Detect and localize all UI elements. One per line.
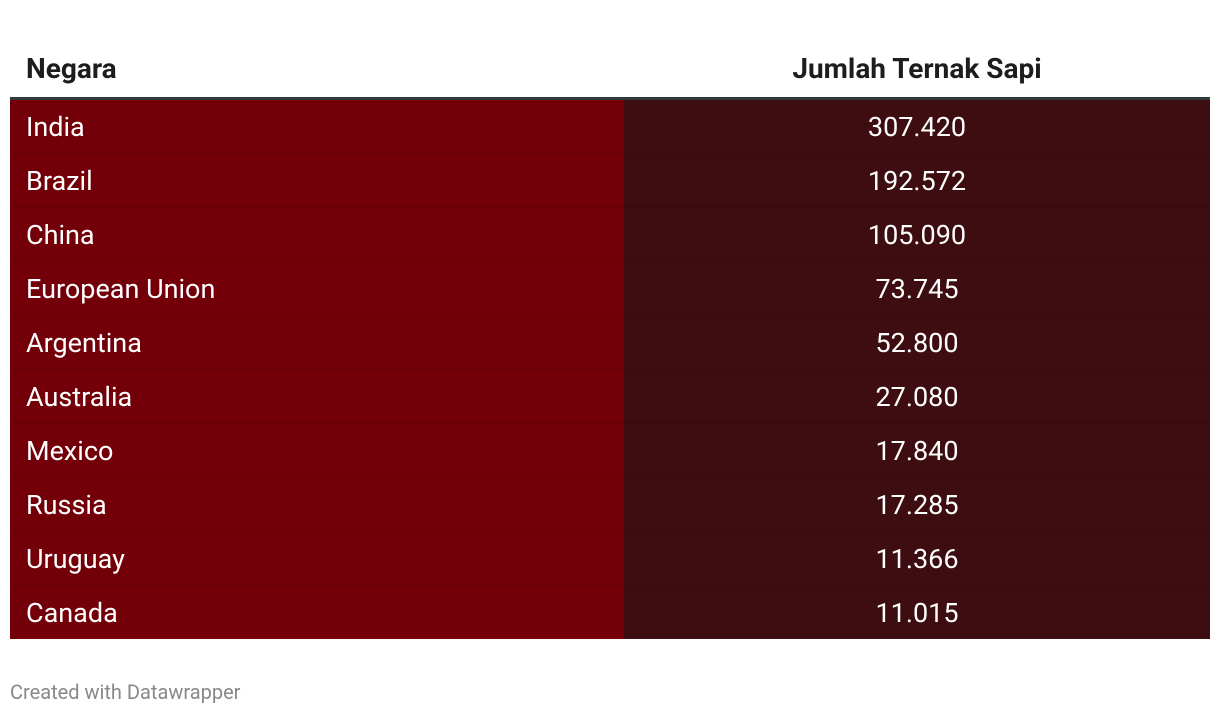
value-cell: 52.800 xyxy=(624,315,1210,370)
table-row: Brazil 192.572 xyxy=(10,153,1210,208)
country-cell: Canada xyxy=(10,585,624,639)
value-cell: 192.572 xyxy=(624,153,1210,208)
header-cell: Jumlah Ternak Sapi xyxy=(624,40,1210,100)
table-row: European Union 73.745 xyxy=(10,261,1210,316)
value-cell: 27.080 xyxy=(624,369,1210,424)
table-row: Argentina 52.800 xyxy=(10,315,1210,370)
table-row: Australia 27.080 xyxy=(10,369,1210,424)
value-cell: 11.015 xyxy=(624,585,1210,639)
country-cell: China xyxy=(10,207,624,262)
table-body: India 307.420 Brazil 192.572 China 105.090 Eur… xyxy=(10,98,1210,639)
table-row: Uruguay 11.366 xyxy=(10,531,1210,586)
country-cell: Uruguay xyxy=(10,531,624,586)
country-cell: European Union xyxy=(10,261,624,316)
table-row: Mexico 17.840 xyxy=(10,423,1210,478)
table-wrap: Negara Jumlah Ternak Sapi India 307.420 Br… xyxy=(10,40,1210,639)
table-row: China 105.090 xyxy=(10,207,1210,262)
value-cell: 17.285 xyxy=(624,477,1210,532)
value-cell: 105.090 xyxy=(624,207,1210,262)
table-row: India 307.420 xyxy=(10,98,1210,154)
value-cell: 73.745 xyxy=(624,261,1210,316)
country-cell: Mexico xyxy=(10,423,624,478)
value-cell: 11.366 xyxy=(624,531,1210,586)
value-cell: 307.420 xyxy=(624,98,1210,154)
table-row: Russia 17.285 xyxy=(10,477,1210,532)
value-cell: 17.840 xyxy=(624,423,1210,478)
country-cell: India xyxy=(10,98,624,154)
footer: Created with Datawrapper xyxy=(10,680,241,704)
country-cell: Australia xyxy=(10,369,624,424)
data-table: Negara Jumlah Ternak Sapi India 307.420 Br… xyxy=(10,40,1210,639)
country-cell: Argentina xyxy=(10,315,624,370)
header-row: Negara Jumlah Ternak Sapi xyxy=(10,40,1210,100)
country-cell: Brazil xyxy=(10,153,624,208)
header-cell: Negara xyxy=(10,40,624,100)
table-row: Canada 11.015 xyxy=(10,585,1210,639)
country-cell: Russia xyxy=(10,477,624,532)
